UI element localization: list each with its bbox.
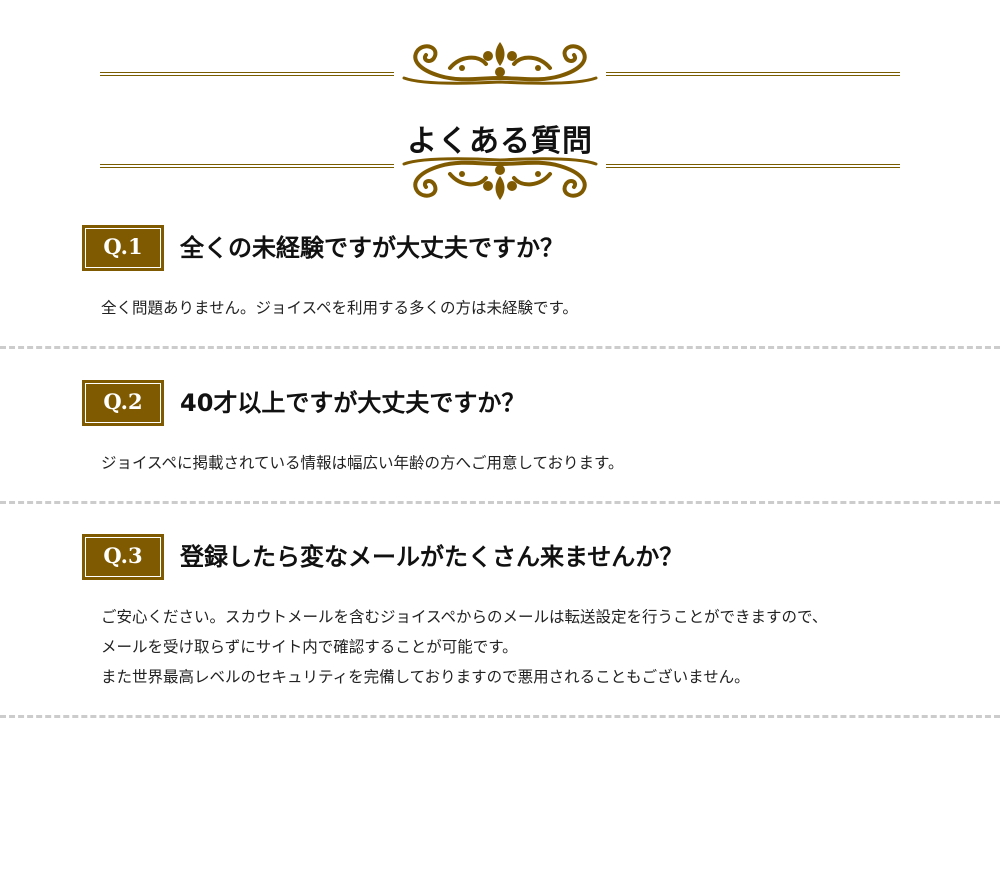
header-ornament-bottom — [100, 154, 900, 204]
answer-line: メールを受け取らずにサイト内で確認することが可能です。 — [101, 638, 518, 656]
answer-line: 全く問題ありません。ジョイスペを利用する多くの方は未経験です。 — [101, 299, 578, 317]
question-number-badge: Q.3 — [82, 534, 164, 580]
answer-line: ご安心ください。スカウトメールを含むジョイスペからのメールは転送設定を行うことが… — [101, 608, 828, 626]
baroque-flourish-icon — [402, 42, 598, 85]
question-text: 40才以上ですが大丈夫ですか？ — [180, 389, 526, 417]
page-title: よくある質問 — [407, 124, 593, 160]
dashed-divider — [0, 501, 1000, 504]
dashed-divider — [0, 346, 1000, 349]
baroque-flourish-icon — [402, 157, 598, 200]
question-text: 登録したら変なメールがたくさん来ませんか？ — [180, 543, 684, 571]
faq-section-header: よくある質問 — [100, 38, 900, 206]
gold-rule-right — [606, 164, 900, 168]
question-number-badge: Q.2 — [82, 380, 164, 426]
answer-line: また世界最高レベルのセキュリティを完備しておりますので悪用されることもございませ… — [101, 668, 750, 686]
question-number: Q.2 — [103, 389, 143, 414]
answer-text: ご安心ください。スカウトメールを含むジョイスペからのメールは転送設定を行うことが… — [101, 602, 921, 692]
gold-rule-left — [100, 164, 394, 168]
question-number: Q.1 — [103, 234, 143, 259]
answer-line: ジョイスペに掲載されている情報は幅広い年齢の方へご用意しております。 — [101, 454, 624, 472]
header-ornament-top — [100, 38, 900, 88]
question-text: 全くの未経験ですが大丈夫ですか？ — [180, 234, 564, 262]
question-number-badge: Q.1 — [82, 225, 164, 271]
answer-text: 全く問題ありません。ジョイスペを利用する多くの方は未経験です。 — [101, 293, 921, 323]
question-number: Q.3 — [103, 543, 143, 568]
gold-rule-left — [100, 72, 394, 76]
dashed-divider — [0, 715, 1000, 718]
answer-text: ジョイスペに掲載されている情報は幅広い年齢の方へご用意しております。 — [101, 448, 921, 478]
gold-rule-right — [606, 72, 900, 76]
